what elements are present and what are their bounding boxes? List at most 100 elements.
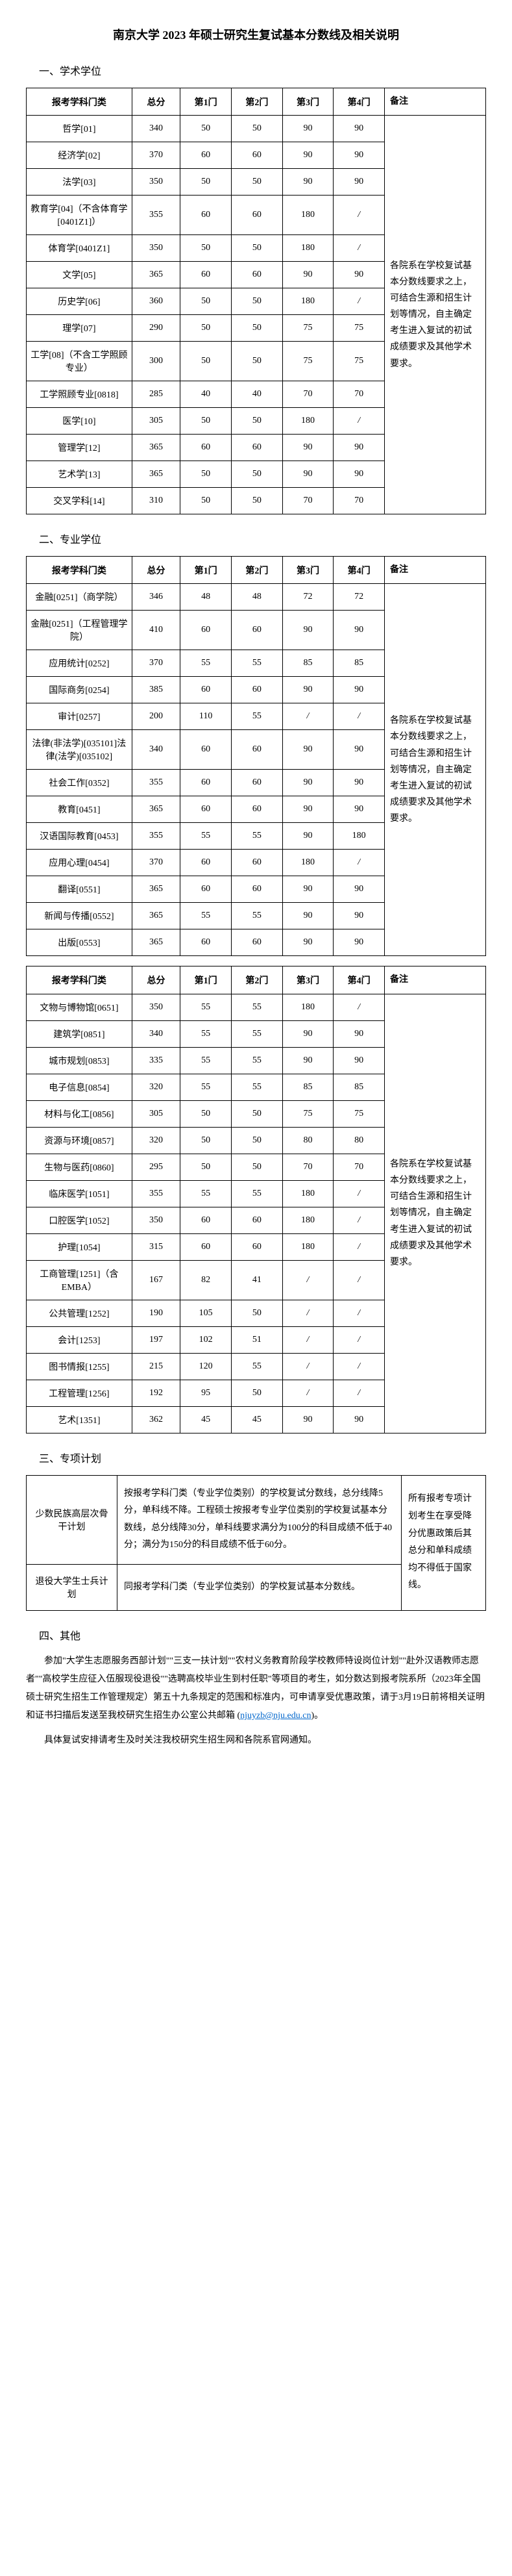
table-row: 金融[0251]（商学院）34648487272各院系在学校复试基本分数线要求之… (27, 584, 486, 611)
cell-s2: 50 (232, 1100, 283, 1127)
cell-cat: 金融[0251]（商学院） (27, 584, 132, 611)
cell-s1: 60 (180, 876, 232, 903)
sp-r1-left: 少数民族高层次骨干计划 (27, 1475, 117, 1564)
cell-cat: 教育学[04]（不含体育学[0401Z1]） (27, 196, 132, 235)
cell-s3: 90 (282, 169, 334, 196)
cell-total: 305 (132, 408, 180, 435)
table-row: 文物与博物馆[0651]3505555180/各院系在学校复试基本分数线要求之上… (27, 994, 486, 1020)
cell-s2: 55 (232, 650, 283, 677)
cell-cat: 哲学[01] (27, 116, 132, 142)
cell-s2: 60 (232, 262, 283, 288)
cell-s2: 60 (232, 611, 283, 650)
cell-total: 300 (132, 342, 180, 381)
cell-s3: 70 (282, 488, 334, 514)
cell-total: 360 (132, 288, 180, 315)
hdr-s3: 第3门 (282, 88, 334, 116)
cell-s3: / (282, 1380, 334, 1406)
cell-s4: 90 (334, 677, 385, 703)
hdr-cat: 报考学科门类 (27, 557, 132, 584)
cell-cat: 汉语国际教育[0453] (27, 823, 132, 850)
cell-s2: 50 (232, 1300, 283, 1326)
cell-s1: 60 (180, 1233, 232, 1260)
cell-s4: 85 (334, 1074, 385, 1100)
cell-s2: 50 (232, 116, 283, 142)
cell-s3: 70 (282, 1154, 334, 1180)
cell-s3: / (282, 1260, 334, 1300)
cell-s3: 180 (282, 235, 334, 262)
cell-s1: 55 (180, 994, 232, 1020)
cell-s4: / (334, 1260, 385, 1300)
table-special: 少数民族高层次骨干计划 按报考学科门类（专业学位类别）的学校复试分数线，总分线降… (26, 1475, 486, 1611)
cell-s3: 180 (282, 850, 334, 876)
cell-s3: 180 (282, 1233, 334, 1260)
cell-s2: 55 (232, 903, 283, 929)
table-header: 报考学科门类 总分 第1门 第2门 第3门 第4门 备注 (27, 88, 486, 116)
cell-cat: 工学照顾专业[0818] (27, 381, 132, 408)
hdr-s2: 第2门 (232, 557, 283, 584)
cell-total: 197 (132, 1326, 180, 1353)
cell-s2: 60 (232, 435, 283, 461)
cell-total: 355 (132, 770, 180, 796)
cell-total: 320 (132, 1074, 180, 1100)
cell-s1: 45 (180, 1406, 232, 1433)
cell-s3: 180 (282, 994, 334, 1020)
cell-s3: 80 (282, 1127, 334, 1154)
cell-s4: 70 (334, 488, 385, 514)
cell-s1: 55 (180, 823, 232, 850)
hdr-s1: 第1门 (180, 966, 232, 994)
cell-cat: 工学[08]（不含工学照顾专业） (27, 342, 132, 381)
cell-s2: 50 (232, 1380, 283, 1406)
cell-s2: 55 (232, 1180, 283, 1207)
cell-s2: 51 (232, 1326, 283, 1353)
cell-s3: 72 (282, 584, 334, 611)
cell-s1: 40 (180, 381, 232, 408)
cell-s3: / (282, 1353, 334, 1380)
section-2-title: 二、专业学位 (39, 531, 486, 546)
cell-s1: 50 (180, 1127, 232, 1154)
cell-cat: 理学[07] (27, 315, 132, 342)
cell-s1: 55 (180, 1020, 232, 1047)
cell-s2: 60 (232, 796, 283, 823)
cell-s4: / (334, 850, 385, 876)
hdr-s4: 第4门 (334, 557, 385, 584)
cell-s3: 90 (282, 929, 334, 956)
cell-s2: 50 (232, 408, 283, 435)
section-1-title: 一、学术学位 (39, 62, 486, 78)
cell-cat: 翻译[0551] (27, 876, 132, 903)
cell-s3: 180 (282, 408, 334, 435)
cell-total: 370 (132, 650, 180, 677)
hdr-total: 总分 (132, 88, 180, 116)
cell-s2: 50 (232, 235, 283, 262)
cell-s3: 85 (282, 1074, 334, 1100)
cell-s1: 55 (180, 1047, 232, 1074)
cell-cat: 应用统计[0252] (27, 650, 132, 677)
cell-s4: 90 (334, 796, 385, 823)
cell-s4: 90 (334, 169, 385, 196)
cell-s2: 55 (232, 1020, 283, 1047)
hdr-s2: 第2门 (232, 966, 283, 994)
cell-s3: 90 (282, 677, 334, 703)
cell-total: 290 (132, 315, 180, 342)
cell-s3: / (282, 1300, 334, 1326)
cell-s4: / (334, 288, 385, 315)
cell-cat: 历史学[06] (27, 288, 132, 315)
hdr-s4: 第4门 (334, 88, 385, 116)
cell-total: 355 (132, 823, 180, 850)
cell-s3: 90 (282, 903, 334, 929)
cell-total: 305 (132, 1100, 180, 1127)
hdr-s3: 第3门 (282, 966, 334, 994)
cell-total: 365 (132, 461, 180, 488)
hdr-total: 总分 (132, 557, 180, 584)
cell-s2: 50 (232, 488, 283, 514)
cell-cat: 建筑学[0851] (27, 1020, 132, 1047)
cell-s4: 80 (334, 1127, 385, 1154)
cell-cat: 会计[1253] (27, 1326, 132, 1353)
cell-s4: / (334, 1380, 385, 1406)
cell-s2: 50 (232, 169, 283, 196)
hdr-s1: 第1门 (180, 557, 232, 584)
section-3-title: 三、专项计划 (39, 1450, 486, 1465)
cell-cat: 护理[1054] (27, 1233, 132, 1260)
hdr-total: 总分 (132, 966, 180, 994)
email-link[interactable]: njuyzb@nju.edu.cn (240, 1711, 311, 1721)
cell-cat: 临床医学[1051] (27, 1180, 132, 1207)
